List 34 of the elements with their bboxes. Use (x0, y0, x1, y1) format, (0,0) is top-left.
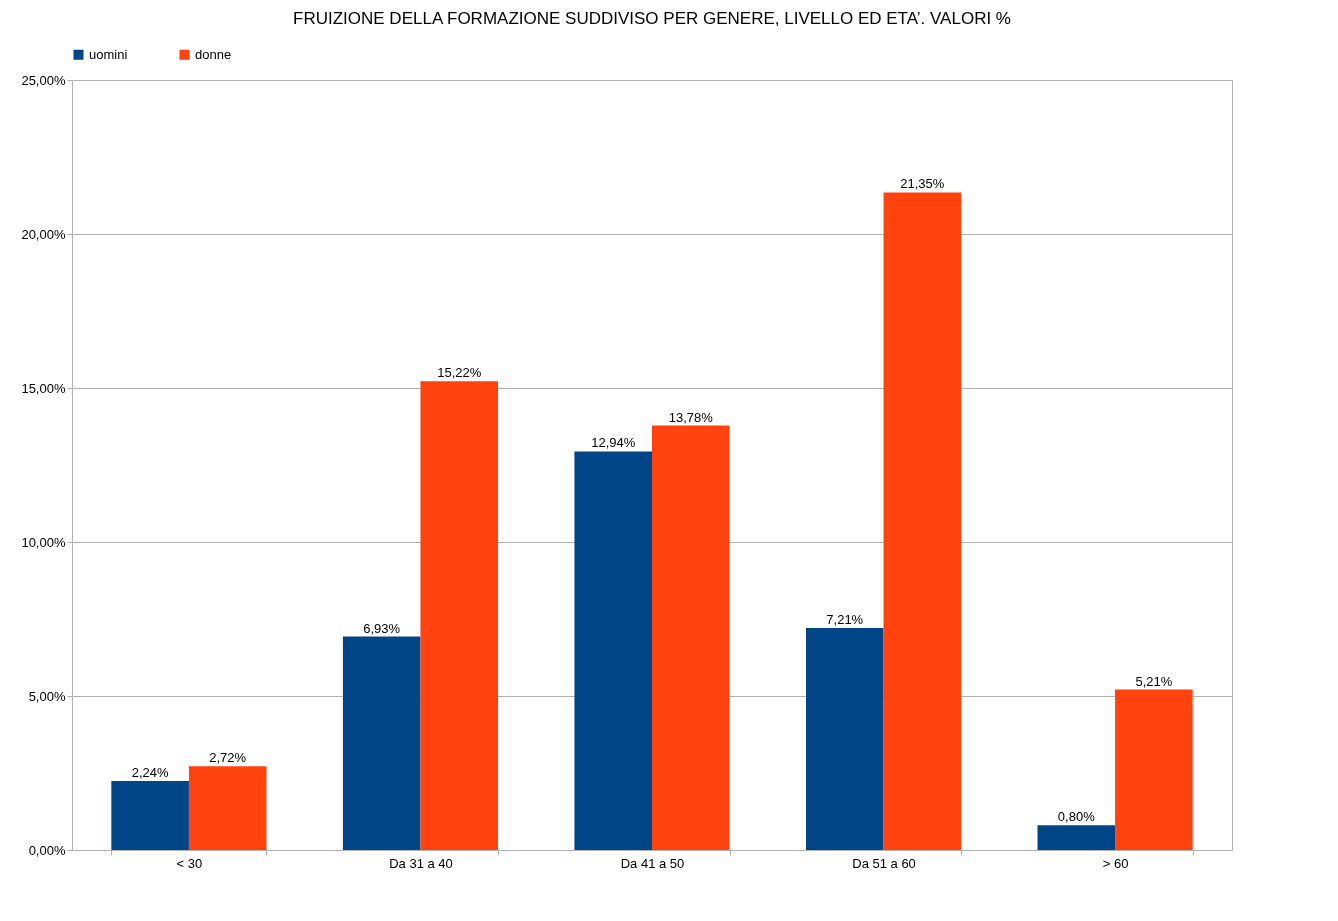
bar (1115, 689, 1193, 850)
legend-label: uomini (89, 46, 128, 62)
y-tick-label: 25,00% (21, 72, 66, 88)
y-tick-label: 10,00% (21, 534, 66, 550)
data-label: 0,80% (1057, 809, 1096, 825)
bar (883, 192, 962, 850)
data-label: 13,78% (668, 409, 714, 425)
bar (1037, 825, 1116, 850)
data-label: 15,22% (437, 365, 482, 381)
data-label: 6,93% (363, 620, 401, 636)
x-tick-label: Da 51 a 60 (852, 855, 916, 871)
bar (188, 766, 267, 850)
y-tick-label: 5,00% (28, 688, 66, 704)
data-label: 5,21% (1135, 673, 1173, 689)
bar (420, 381, 499, 850)
bar (342, 636, 421, 850)
chart-title: FRUIZIONE DELLA FORMAZIONE SUDDIVISO PER GENERE, LIVELLO ED ETA’. VALORI % (293, 9, 1011, 28)
bar (805, 627, 884, 850)
data-label: 2,72% (209, 750, 247, 766)
bar (652, 425, 730, 850)
x-tick-label: < 30 (176, 855, 203, 871)
data-label: 2,24% (131, 765, 170, 781)
data-label: 12,94% (591, 435, 636, 451)
x-tick-label: Da 41 a 50 (620, 855, 685, 871)
x-tick-label: > 60 (1102, 855, 1129, 871)
legend-label: donne (195, 46, 232, 62)
bar (111, 781, 189, 850)
data-label: 7,21% (826, 611, 864, 627)
data-label: 21,35% (900, 176, 945, 192)
x-tick-label: Da 31 a 40 (389, 855, 453, 871)
y-tick-label: 20,00% (21, 226, 66, 242)
y-tick-label: 15,00% (21, 380, 66, 396)
bar (574, 451, 652, 850)
y-tick-label: 0,00% (28, 842, 66, 858)
